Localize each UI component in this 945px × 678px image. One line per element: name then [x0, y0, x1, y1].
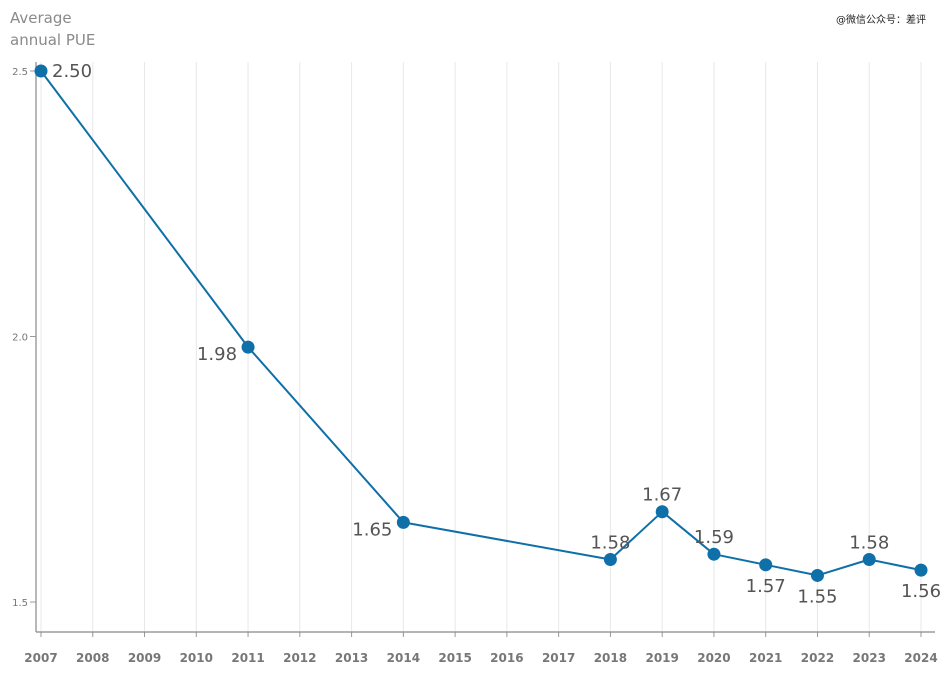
data-label-2007: 2.50 — [52, 61, 92, 82]
data-point-2011 — [241, 340, 255, 354]
x-tick-label-2016: 2016 — [490, 651, 523, 665]
data-point-2020 — [707, 547, 721, 561]
x-tick-label-2023: 2023 — [853, 651, 886, 665]
data-point-2023 — [862, 553, 876, 567]
x-tick-label-2014: 2014 — [387, 651, 420, 665]
x-tick-label-2017: 2017 — [542, 651, 575, 665]
x-tick-label-2021: 2021 — [749, 651, 782, 665]
y-tick-label-2.0: 2.0 — [12, 333, 28, 344]
series-layer — [34, 64, 928, 582]
y-tick-label-1.5: 1.5 — [12, 598, 28, 609]
data-label-2019: 1.67 — [642, 485, 682, 506]
data-label-2023: 1.58 — [849, 533, 889, 554]
data-point-2021 — [759, 558, 773, 572]
data-point-2019 — [655, 505, 669, 519]
x-tick-label-2010: 2010 — [180, 651, 213, 665]
grid-layer — [40, 62, 922, 632]
data-point-2018 — [603, 553, 617, 567]
axis-layer: 2007 2008 2009 2010 2011 2012 2013 2014 2015 2016… — [12, 62, 938, 665]
data-label-2024: 1.56 — [901, 581, 941, 602]
x-tick-label-2008: 2008 — [76, 651, 109, 665]
y-axis-title-line-2: annual PUE — [10, 31, 95, 49]
data-point-2024 — [914, 563, 928, 577]
x-tick-label-2007: 2007 — [24, 651, 57, 665]
x-tick-label-2020: 2020 — [697, 651, 730, 665]
x-tick-label-2022: 2022 — [801, 651, 834, 665]
x-tick-label-2011: 2011 — [231, 651, 264, 665]
x-tick-label-2015: 2015 — [438, 651, 471, 665]
x-tick-label-2018: 2018 — [594, 651, 627, 665]
data-label-2020: 1.59 — [694, 527, 734, 548]
x-tick-label-2019: 2019 — [645, 651, 678, 665]
data-label-2022: 1.55 — [797, 586, 837, 607]
x-tick-label-2013: 2013 — [335, 651, 368, 665]
data-point-2007 — [34, 64, 48, 78]
x-tick-label-2024: 2024 — [904, 651, 937, 665]
series-line — [40, 70, 922, 577]
data-point-2022 — [810, 568, 824, 582]
data-label-2021: 1.57 — [746, 576, 786, 597]
data-label-2018: 1.58 — [590, 533, 630, 554]
data-label-2011: 1.98 — [197, 344, 237, 365]
y-tick-label-2.5: 2.5 — [12, 67, 28, 78]
x-tick-label-2012: 2012 — [283, 651, 316, 665]
x-tick-label-2009: 2009 — [128, 651, 161, 665]
data-point-2014 — [396, 515, 410, 529]
label-layer: 2.50 1.98 1.65 1.58 1.67 1.59 1.57 1.55 1.58 1.56 — [52, 61, 941, 607]
data-label-2014: 1.65 — [352, 519, 392, 540]
watermark: @微信公众号：差评 — [836, 13, 926, 26]
y-axis-title-line-1: Average — [10, 9, 72, 27]
